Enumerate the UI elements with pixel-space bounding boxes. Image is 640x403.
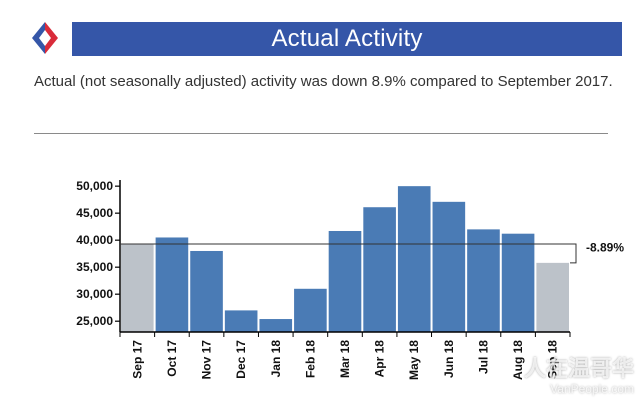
activity-bar-chart: 25,000 30,000 35,000 40,000 45,000 50,000 Sep… xyxy=(76,179,624,380)
watermark-title: 人在温哥华 xyxy=(523,356,634,381)
x-tick-label: Jul 18 xyxy=(476,340,490,374)
bar-aug-18 xyxy=(501,233,535,332)
bar-may-18 xyxy=(397,186,431,332)
x-tick-label: Dec 17 xyxy=(234,340,248,379)
x-tick-label: May 18 xyxy=(407,340,421,380)
x-tick-label: Feb 18 xyxy=(303,340,317,378)
bar-dec-17 xyxy=(224,310,258,332)
watermark-site: VanPeople.com xyxy=(550,382,634,396)
bar-feb-18 xyxy=(294,288,327,332)
bar-mar-18 xyxy=(328,230,362,332)
bar-jul-18 xyxy=(467,229,500,332)
y-tick-label: 50,000 xyxy=(76,179,113,193)
x-tick-label: Oct 17 xyxy=(165,340,179,377)
y-tick-label: 30,000 xyxy=(76,287,113,301)
y-tick-label: 45,000 xyxy=(76,206,113,220)
x-tick-label: Sep 18 xyxy=(546,340,560,379)
page-title: Actual Activity xyxy=(271,25,423,52)
bar-sep-18 xyxy=(536,262,569,332)
x-tick-label: Jun 18 xyxy=(442,340,456,378)
bar-jan-18 xyxy=(259,319,293,332)
change-label: -8.89% xyxy=(586,240,624,254)
watermark: 人在温哥华 VanPeople.com xyxy=(523,356,634,399)
x-axis: Sep 17 Oct 17 Nov 17 Dec 17 Jan 18 Feb 18 Mar … xyxy=(119,331,571,380)
bars-group xyxy=(121,186,569,332)
change-bracket xyxy=(570,243,577,264)
y-tick-label: 25,000 xyxy=(76,314,113,328)
bar-apr-18 xyxy=(363,207,396,332)
x-tick-label: Apr 18 xyxy=(373,340,387,378)
bar-jun-18 xyxy=(432,201,466,332)
description-text: Actual (not seasonally adjusted) activit… xyxy=(34,73,613,90)
x-tick-label: Jan 18 xyxy=(269,340,283,378)
x-tick-label: Mar 18 xyxy=(338,340,352,378)
change-annotation: -8.89% xyxy=(120,240,624,264)
y-tick-label: 35,000 xyxy=(76,260,113,274)
brand-logo-icon xyxy=(32,22,58,54)
divider xyxy=(34,133,608,134)
x-tick-label: Sep 17 xyxy=(130,340,144,379)
bar-nov-17 xyxy=(190,250,223,332)
bar-sep-17 xyxy=(121,243,154,332)
y-tick-label: 40,000 xyxy=(76,233,113,247)
page-title-bar: Actual Activity xyxy=(72,22,622,56)
x-tick-label: Aug 18 xyxy=(511,340,525,380)
x-tick-label: Nov 17 xyxy=(200,340,214,380)
y-axis: 25,000 30,000 35,000 40,000 45,000 50,000 xyxy=(76,179,121,332)
bar-oct-17 xyxy=(155,237,189,332)
